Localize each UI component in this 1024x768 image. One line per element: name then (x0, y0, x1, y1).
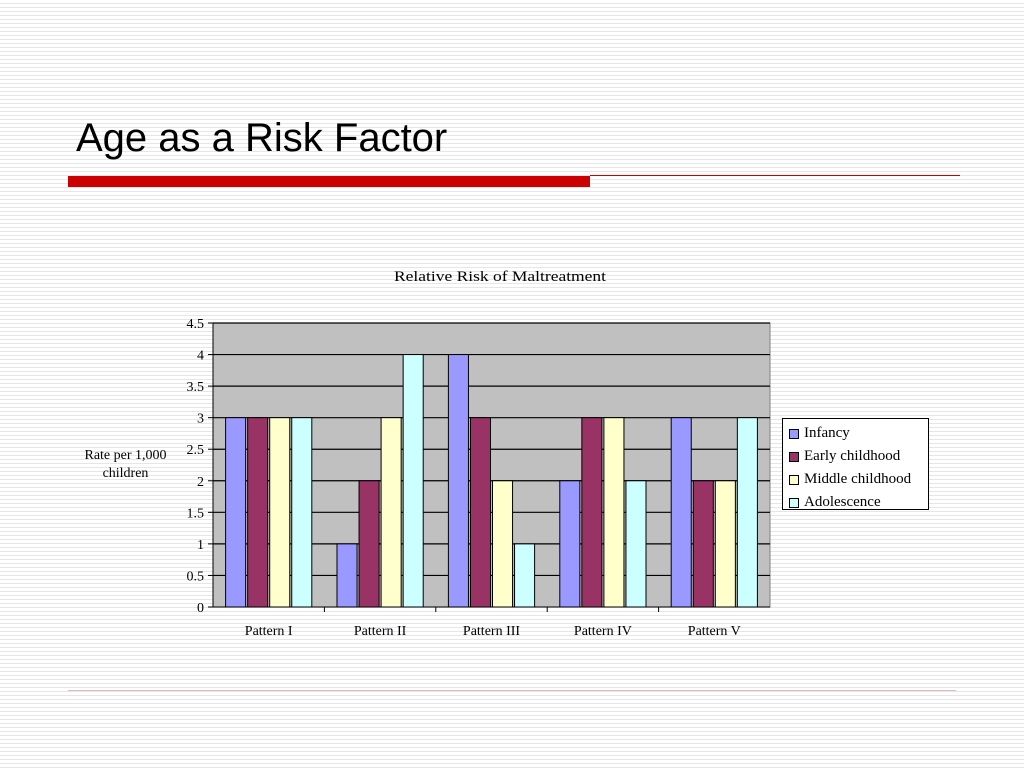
legend-label-middle-childhood: Middle childhood (804, 471, 912, 487)
chart-title: Relative Risk of Maltreatment (394, 269, 607, 285)
bar-adolescence-3 (514, 543, 536, 608)
bar-adolescence-5 (736, 417, 758, 608)
bar-middle-childhood-5 (714, 480, 736, 608)
y-tick-label: 4 (197, 349, 204, 364)
y-tick-label: 3.5 (187, 380, 205, 395)
bar-adolescence-1 (291, 417, 313, 608)
x-tick-label: Pattern II (354, 624, 407, 639)
bar-infancy-3 (447, 354, 469, 608)
y-tick-label: 3 (197, 412, 204, 427)
bar-middle-childhood-4 (603, 417, 625, 608)
title-accent-line (590, 175, 960, 176)
legend-swatch-infancy (789, 428, 799, 439)
bar-infancy-1 (225, 417, 247, 608)
y-axis-label: Rate per 1,000 children (84, 448, 167, 481)
y-tick-label: 2.5 (187, 443, 205, 458)
x-tick-label: Pattern V (688, 624, 741, 639)
bar-middle-childhood-3 (492, 480, 514, 608)
y-tick-label: 4.5 (187, 317, 205, 332)
bar-middle-childhood-2 (380, 417, 402, 608)
legend-item-infancy: Infancy (789, 422, 928, 445)
bar-infancy-4 (559, 480, 581, 608)
bar-early-childhood-5 (692, 480, 714, 608)
legend-swatch-early-childhood (789, 451, 799, 462)
bar-early-childhood-4 (581, 417, 603, 608)
bar-early-childhood-3 (469, 417, 491, 608)
bar-middle-childhood-1 (269, 417, 291, 608)
legend-item-adolescence: Adolescence (789, 491, 928, 514)
y-tick-label: 1 (197, 538, 204, 553)
y-tick-label: 2 (197, 475, 204, 490)
y-tick-label: 1.5 (187, 506, 205, 521)
bar-adolescence-2 (402, 354, 424, 608)
legend-label-early-childhood: Early childhood (804, 448, 901, 464)
y-tick-label: 0 (197, 601, 204, 616)
legend-swatch-adolescence (789, 497, 799, 508)
x-tick-label: Pattern III (463, 624, 520, 639)
x-tick-label: Pattern I (245, 624, 293, 639)
legend-item-middle-childhood: Middle childhood (789, 468, 928, 491)
chart-legend: Infancy Early childhood Middle childhood… (782, 418, 929, 510)
slide-title: Age as a Risk Factor (76, 116, 448, 160)
bar-infancy-5 (670, 417, 692, 608)
bar-adolescence-4 (625, 480, 647, 608)
bar-early-childhood-2 (358, 480, 380, 608)
title-accent-bar (68, 176, 590, 187)
y-tick-label: 0.5 (187, 569, 205, 584)
x-tick-label: Pattern IV (574, 624, 632, 639)
bar-infancy-2 (336, 543, 358, 608)
legend-swatch-middle-childhood (789, 474, 799, 485)
legend-label-adolescence: Adolescence (804, 494, 881, 510)
legend-label-infancy: Infancy (804, 425, 850, 441)
footer-divider (68, 690, 956, 691)
legend-item-early-childhood: Early childhood (789, 445, 928, 468)
bar-early-childhood-1 (247, 417, 269, 608)
